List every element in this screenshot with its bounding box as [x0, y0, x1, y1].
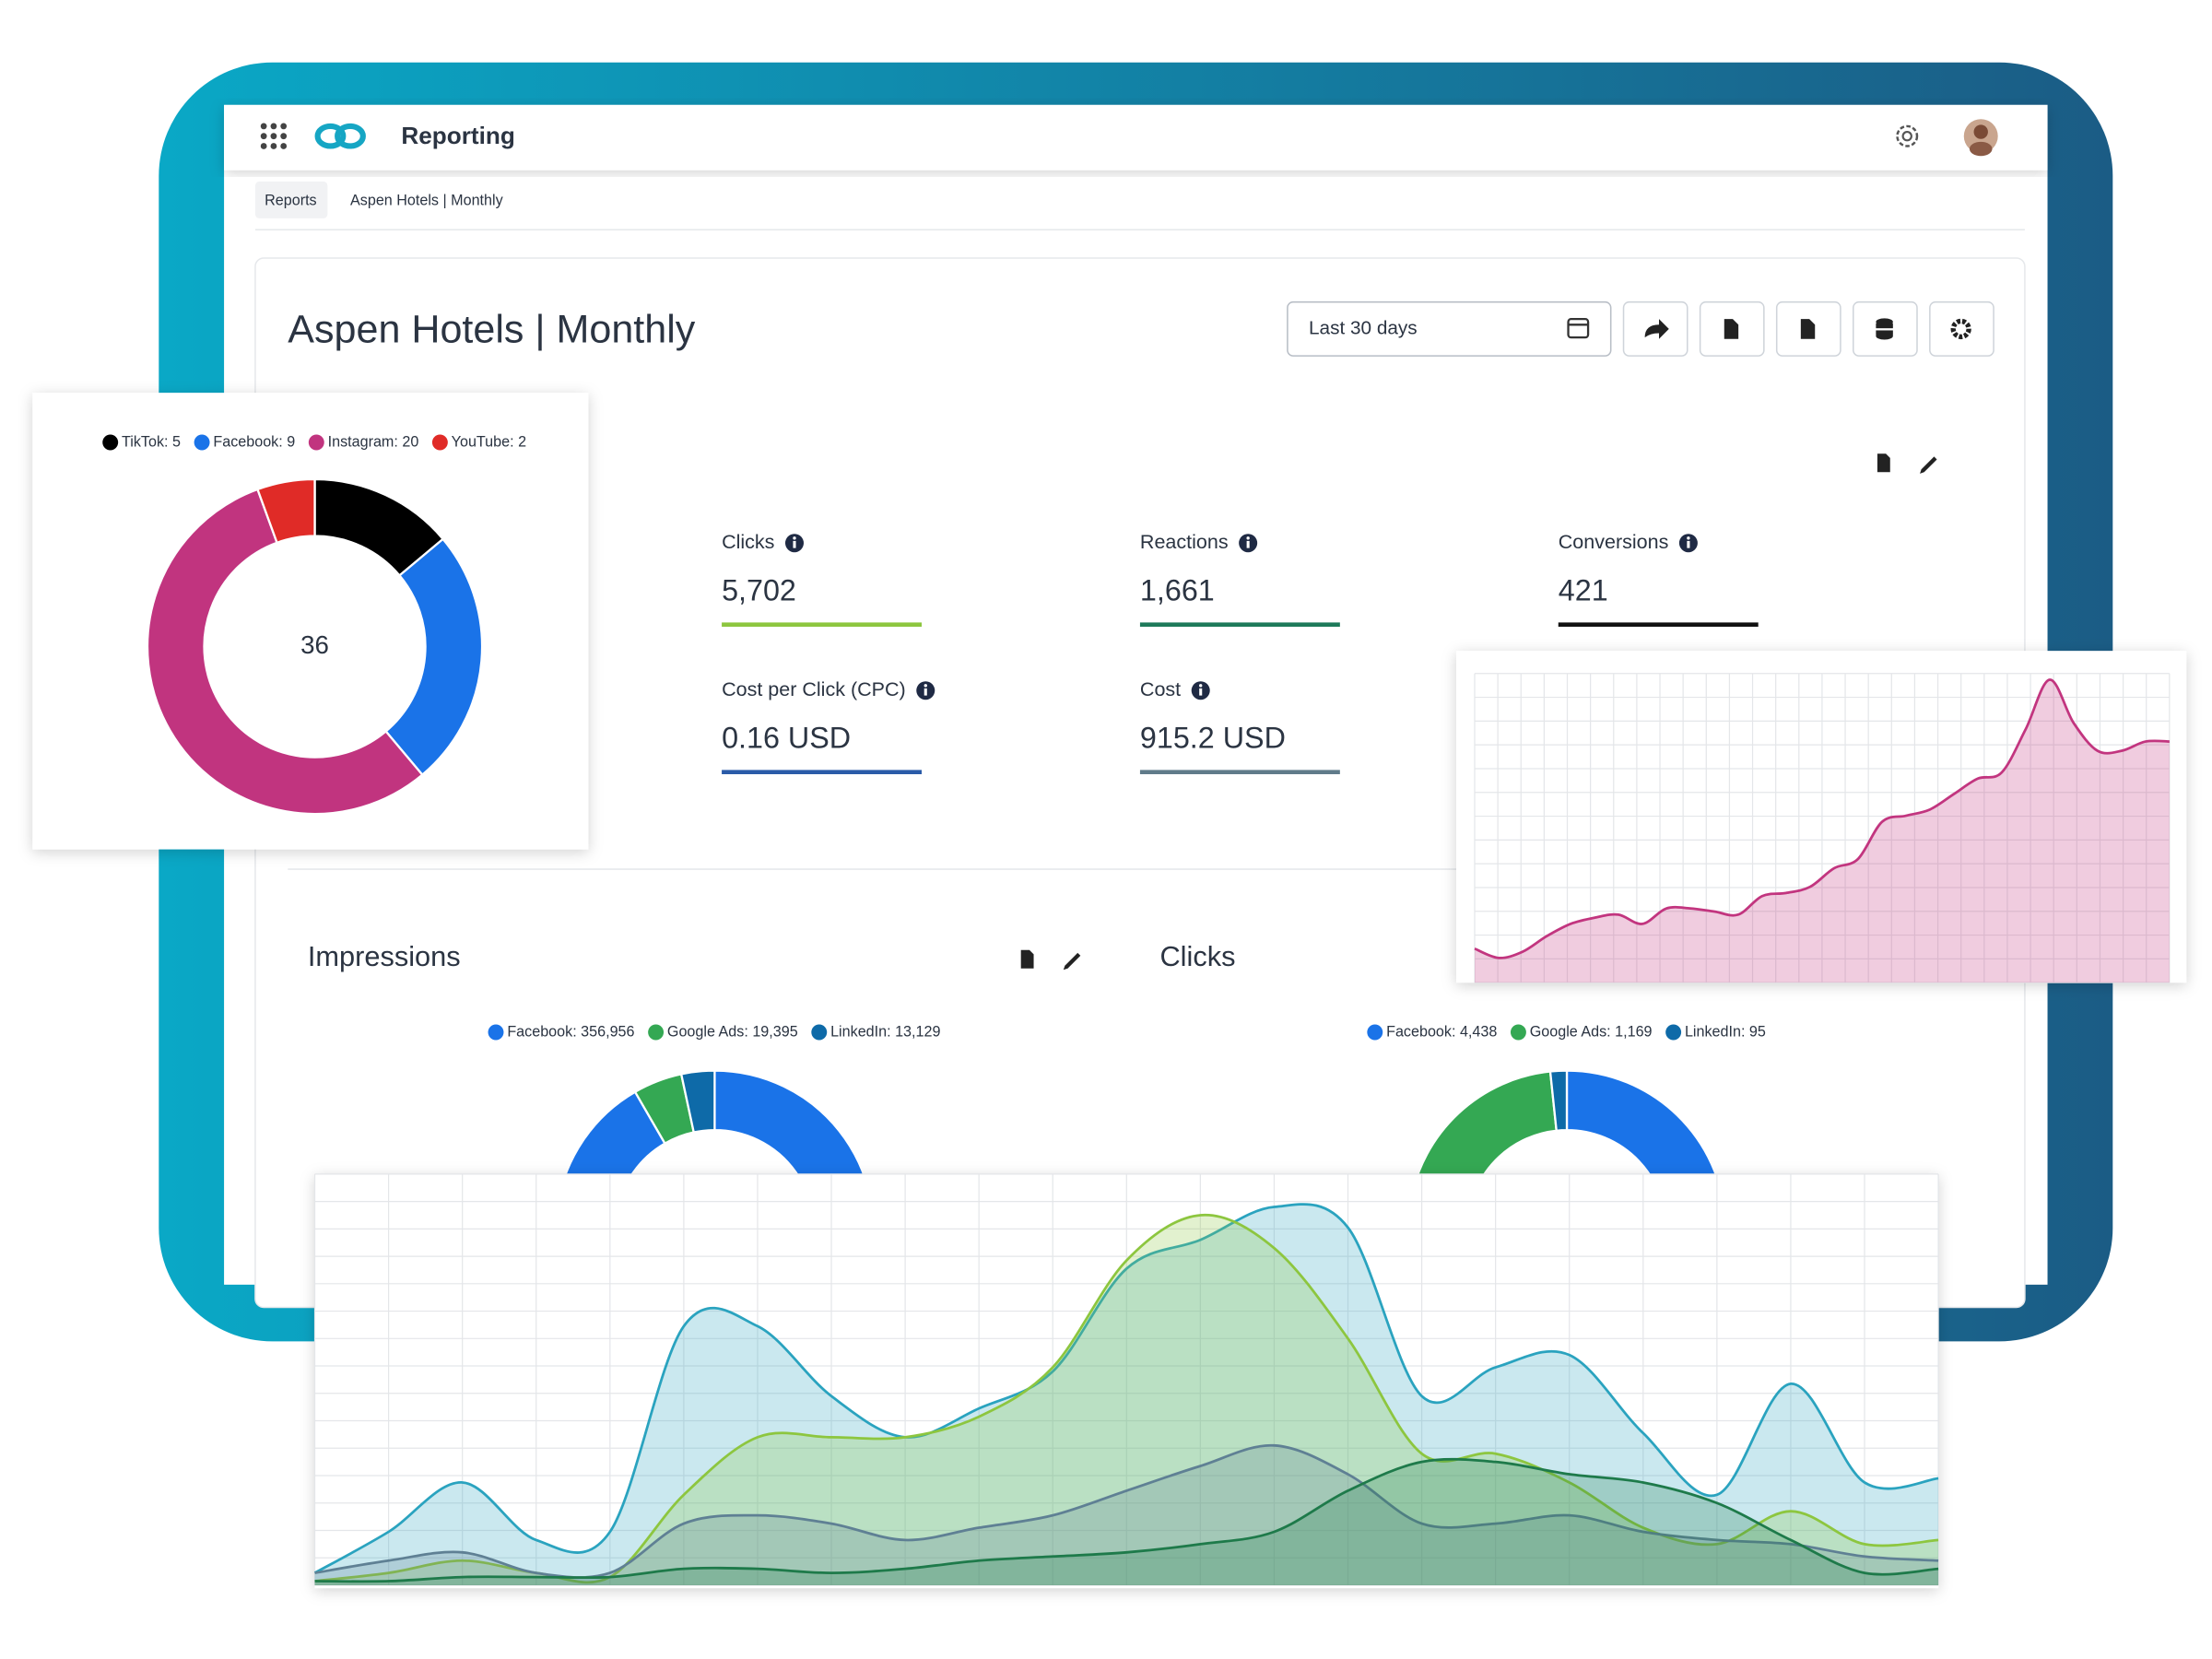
edit-icon[interactable]	[1063, 952, 1081, 971]
info-icon-dot	[793, 536, 796, 540]
panel-title: Impressions	[308, 940, 461, 972]
legend-label: Facebook: 4,438	[1386, 1023, 1497, 1040]
breadcrumb-link[interactable]: Reports	[265, 193, 317, 209]
calendar-icon	[1567, 318, 1590, 339]
data-button[interactable]	[1853, 300, 1918, 357]
app-name: Reporting	[401, 122, 514, 149]
metric-value: 0.16 USD	[722, 722, 851, 755]
metric-underline	[722, 622, 922, 627]
legend-swatch	[648, 1024, 665, 1041]
metric-underline	[722, 770, 922, 774]
metric-value: 915.2 USD	[1140, 722, 1286, 755]
legend: Facebook: 4,438 Google Ads: 1,169 LinkedIn…	[1367, 1023, 1766, 1041]
metric-label: Cost	[1140, 678, 1181, 700]
legend-swatch	[1665, 1024, 1682, 1041]
area-fill	[314, 1445, 1939, 1585]
cog-icon	[1950, 318, 1971, 340]
info-icon-dot	[924, 684, 927, 688]
report-title: Aspen Hotels | Monthly	[288, 307, 695, 351]
legend-swatch	[1510, 1024, 1526, 1041]
settings-button[interactable]	[1929, 300, 1994, 357]
metric-value: 5,702	[722, 574, 796, 607]
area-chart	[1456, 651, 2187, 983]
metric-underline	[1139, 622, 1340, 627]
date-range: Last 30 days	[1309, 317, 1418, 338]
breadcrumb-chip[interactable]	[254, 181, 328, 218]
area-line	[314, 1457, 1939, 1583]
edit-icon[interactable]	[1920, 456, 1937, 474]
legend-label: Facebook: 356,956	[507, 1023, 634, 1040]
logo[interactable]	[314, 123, 366, 149]
info-icon-dot	[1687, 536, 1690, 540]
legend-label: Google Ads: 1,169	[1530, 1023, 1653, 1040]
date-picker[interactable]	[1287, 300, 1612, 357]
breadcrumb-current: Aspen Hotels | Monthly	[350, 193, 504, 209]
metric-label: Cost per Click (CPC)	[722, 678, 906, 700]
donut-segment	[384, 537, 484, 777]
legend-label: TikTok: 5	[122, 433, 181, 450]
donut-segment	[679, 1069, 716, 1134]
info-icon-mark	[793, 540, 796, 548]
metric-label: Conversions	[1559, 531, 1669, 553]
area-line	[313, 1203, 1939, 1574]
legend-swatch	[102, 434, 119, 451]
info-icon-mark	[1246, 540, 1250, 548]
area-fill	[314, 1459, 1939, 1585]
metric-label: Clicks	[722, 531, 774, 553]
area-chart	[313, 1173, 1939, 1589]
legend: TikTok: 5 Facebook: 9 Instagram: 20 YouTube…	[102, 433, 526, 451]
legend-label: YouTube: 2	[452, 433, 526, 450]
donut-segment	[255, 477, 316, 545]
area-fill	[1475, 679, 2170, 983]
info-icon-mark	[924, 688, 927, 696]
legend-swatch	[1367, 1024, 1383, 1041]
info-icon-dot	[1199, 684, 1203, 688]
export-icon[interactable]	[1877, 453, 1890, 473]
info-icon-mark	[1687, 540, 1690, 548]
area-fill	[314, 1204, 1939, 1585]
donut-total: 36	[300, 630, 329, 659]
legend-label: Google Ads: 19,395	[667, 1023, 798, 1040]
area-line	[1474, 678, 2170, 959]
toolbar	[1622, 300, 1994, 357]
legend: Facebook: 356,956 Google Ads: 19,395 Linke…	[488, 1023, 940, 1041]
legend-swatch	[811, 1024, 828, 1041]
apps-icon[interactable]	[260, 123, 288, 149]
settings-icon[interactable]	[1896, 124, 1919, 147]
legend-label: LinkedIn: 13,129	[830, 1023, 940, 1040]
donut-segment	[1548, 1069, 1569, 1133]
info-icon-dot	[1246, 536, 1250, 540]
donut-chart: TikTok: 5 Facebook: 9 Instagram: 20 YouTube…	[32, 393, 589, 850]
legend-swatch	[431, 434, 448, 451]
share-icon	[1644, 319, 1669, 339]
export-icon[interactable]	[1020, 949, 1034, 969]
metric-underline	[1558, 622, 1759, 627]
avatar[interactable]	[1963, 119, 1998, 157]
metric-value: 421	[1559, 574, 1608, 607]
legend-label: LinkedIn: 95	[1685, 1023, 1766, 1040]
donut-segment	[146, 488, 424, 816]
metric-value: 1,661	[1140, 574, 1215, 607]
legend-label: Instagram: 20	[328, 433, 419, 450]
metric-underline	[1139, 770, 1340, 774]
legend-swatch	[194, 434, 210, 451]
metric-label: Reactions	[1140, 531, 1229, 553]
legend-label: Facebook: 9	[213, 433, 295, 450]
info-icon-mark	[1199, 688, 1203, 696]
database-icon	[1876, 318, 1893, 340]
pdf-icon	[1800, 319, 1816, 339]
top-bar	[224, 104, 2048, 171]
panel-title: Clicks	[1159, 940, 1235, 972]
area-fill	[314, 1215, 1939, 1585]
legend-swatch	[308, 434, 324, 451]
legend-swatch	[488, 1024, 504, 1041]
excel-icon	[1724, 319, 1739, 339]
